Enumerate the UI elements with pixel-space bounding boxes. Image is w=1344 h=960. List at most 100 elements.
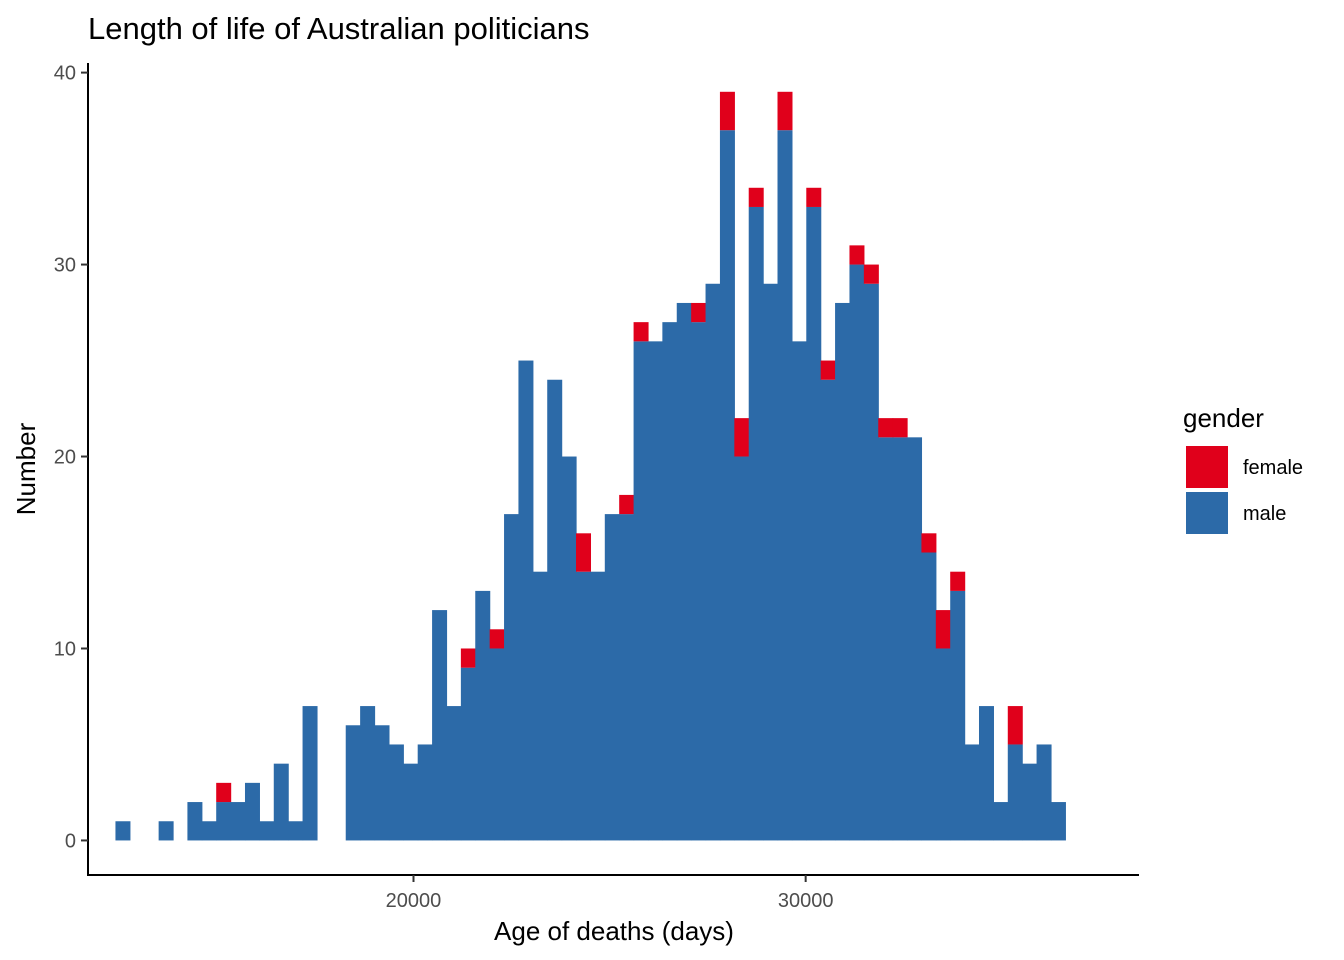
bar-male <box>244 782 260 841</box>
bar-male <box>734 456 750 841</box>
bar-male <box>662 322 678 841</box>
bar-male <box>791 341 807 841</box>
bar-female <box>863 264 879 284</box>
x-tick-label: 30000 <box>778 890 834 912</box>
bar-male <box>921 552 937 841</box>
bar-male <box>806 206 822 841</box>
bar-male <box>460 667 476 841</box>
bar-male <box>360 706 376 841</box>
chart-title: Length of life of Australian politicians <box>88 11 589 46</box>
bar-female <box>691 302 707 323</box>
legend-label-female: female <box>1243 457 1303 479</box>
y-tick-label: 0 <box>65 830 76 852</box>
legend-key-male <box>1186 492 1228 534</box>
bar-male <box>475 590 491 841</box>
bar-male <box>489 648 505 841</box>
bar-female <box>719 91 735 131</box>
bar-male <box>432 610 448 841</box>
bar-male <box>619 514 635 841</box>
bar-female <box>576 533 592 572</box>
bar-male <box>547 379 563 841</box>
bar-male <box>259 821 275 841</box>
bar-male <box>878 437 894 841</box>
bar-male <box>604 514 620 841</box>
bar-male <box>777 130 793 841</box>
bar-male <box>633 341 649 841</box>
bar-male <box>561 456 577 841</box>
bar-male <box>446 706 462 841</box>
bar-female <box>950 571 966 591</box>
bar-male <box>345 725 361 841</box>
bar-male <box>302 706 318 841</box>
bar-male <box>417 744 433 841</box>
bar-male <box>691 322 707 841</box>
bar-male <box>748 206 764 841</box>
bar-female <box>489 629 505 649</box>
bar-female <box>619 494 635 515</box>
bar-male <box>1007 744 1023 841</box>
bar-male <box>863 283 879 841</box>
bar-male <box>1050 802 1066 841</box>
bar-male <box>763 283 779 841</box>
legend-key-female <box>1186 446 1228 488</box>
bar-male <box>590 571 606 841</box>
bar-male <box>907 437 923 841</box>
bar-female <box>849 245 865 265</box>
bar-male <box>576 571 592 841</box>
x-axis-title: Age of deaths (days) <box>494 916 734 946</box>
bar-female <box>878 418 894 438</box>
legend: gender female male <box>1183 403 1303 534</box>
bar-female <box>820 360 836 380</box>
bar-male <box>216 802 232 841</box>
bar-female <box>921 533 937 553</box>
bar-female <box>806 187 822 207</box>
bar-male <box>647 341 663 841</box>
legend-label-male: male <box>1243 503 1286 525</box>
bar-male <box>388 744 404 841</box>
bar-male <box>892 437 908 841</box>
bar-male <box>504 514 520 841</box>
bar-female <box>633 322 649 342</box>
y-tick-label: 30 <box>54 255 76 277</box>
bar-male <box>273 763 289 841</box>
bar-male <box>935 648 951 841</box>
y-tick-label: 40 <box>54 63 76 85</box>
bar-male <box>518 360 534 841</box>
bar-male <box>288 821 304 841</box>
bar-male <box>532 571 548 841</box>
bar-male <box>158 821 174 841</box>
y-axis-title: Number <box>11 422 41 515</box>
bar-male <box>1022 763 1038 841</box>
bar-female <box>1007 706 1023 745</box>
bar-female <box>935 610 951 649</box>
bar-female <box>777 91 793 131</box>
y-tick-label: 10 <box>54 638 76 660</box>
bar-male <box>719 130 735 841</box>
bar-male <box>950 590 966 841</box>
bar-male <box>201 821 217 841</box>
bar-male <box>115 821 131 841</box>
bar-male <box>676 302 692 841</box>
bar-female <box>460 648 476 668</box>
bar-male <box>978 706 994 841</box>
legend-items: female male <box>1186 446 1303 534</box>
y-axis-ticks: 0 10 20 30 40 <box>54 63 88 852</box>
bar-female <box>892 418 908 438</box>
bar-female <box>216 782 232 803</box>
bar-male <box>230 802 246 841</box>
bar-male <box>993 802 1009 841</box>
y-tick-label: 20 <box>54 447 76 469</box>
bar-female <box>734 418 750 457</box>
bar-female <box>748 187 764 207</box>
bar-male <box>820 379 836 841</box>
bar-male <box>187 802 203 841</box>
x-tick-label: 20000 <box>386 890 442 912</box>
legend-title: gender <box>1183 403 1264 433</box>
bar-male <box>849 264 865 841</box>
bar-male <box>1036 744 1052 841</box>
bar-male <box>964 744 980 841</box>
bar-male <box>403 763 419 841</box>
bar-male <box>835 302 851 841</box>
bars-layer <box>115 91 1066 841</box>
